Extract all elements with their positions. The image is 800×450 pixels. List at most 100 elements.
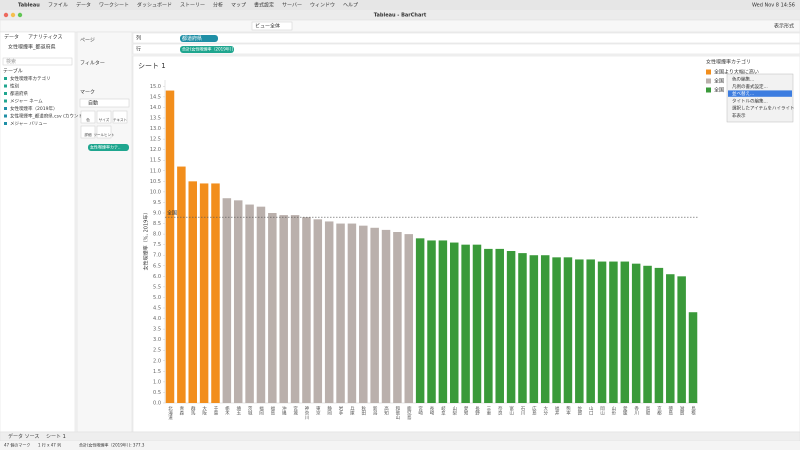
- field[interactable]: 都道府県: [10, 90, 28, 97]
- bar[interactable]: [427, 240, 436, 403]
- bar[interactable]: [438, 240, 448, 403]
- legend-swatch[interactable]: [706, 87, 711, 93]
- bar[interactable]: [404, 234, 414, 403]
- mark-button[interactable]: [96, 110, 112, 124]
- bar[interactable]: [393, 232, 402, 403]
- bar[interactable]: [268, 213, 277, 403]
- context-menu-item[interactable]: 色の編集...: [732, 76, 754, 83]
- context-menu-item[interactable]: 非表示: [732, 112, 746, 119]
- bar[interactable]: [279, 215, 288, 403]
- bar[interactable]: [359, 225, 368, 403]
- mark-button[interactable]: [96, 125, 112, 139]
- bar[interactable]: [381, 229, 391, 403]
- bar[interactable]: [484, 248, 493, 403]
- context-menu-item[interactable]: タイトルの編集...: [732, 97, 768, 104]
- bar[interactable]: [450, 242, 459, 403]
- bar[interactable]: [620, 261, 630, 403]
- menu-item[interactable]: ファイル: [48, 3, 68, 9]
- close-button[interactable]: [3, 12, 9, 18]
- bar[interactable]: [472, 244, 482, 403]
- bar[interactable]: [370, 227, 379, 403]
- context-menu-item[interactable]: 選択したアイテムをハイライト: [732, 105, 794, 112]
- bar[interactable]: [540, 255, 550, 403]
- bar[interactable]: [563, 257, 573, 403]
- menu-item[interactable]: ヘルプ: [343, 3, 358, 9]
- mark-button[interactable]: [112, 110, 128, 124]
- bar[interactable]: [177, 166, 186, 403]
- fit-select[interactable]: [251, 21, 293, 31]
- mark-button[interactable]: [80, 125, 96, 139]
- legend-label[interactable]: 全国より大幅に高い: [714, 69, 759, 76]
- bar[interactable]: [313, 219, 323, 403]
- field[interactable]: 性別: [10, 83, 19, 90]
- bar[interactable]: [575, 259, 584, 403]
- legend-label[interactable]: 全国: [714, 87, 724, 94]
- field[interactable]: 女性喫煙率（2019年）: [10, 105, 57, 112]
- app-menu[interactable]: Tableau: [18, 3, 40, 9]
- menu-item[interactable]: サーバー: [282, 3, 302, 9]
- bar[interactable]: [222, 198, 232, 403]
- pane-tab[interactable]: データ: [4, 34, 19, 41]
- menu-item[interactable]: ウィンドウ: [310, 2, 335, 9]
- minimize-button[interactable]: [10, 12, 16, 18]
- bar[interactable]: [529, 255, 539, 403]
- menu-item[interactable]: ワークシート: [99, 3, 129, 9]
- bar[interactable]: [211, 183, 220, 403]
- zoom-button[interactable]: [17, 12, 23, 18]
- field[interactable]: メジャー ネーム: [10, 99, 43, 105]
- bar[interactable]: [654, 267, 664, 403]
- menu-item[interactable]: 分析: [213, 2, 223, 9]
- bar[interactable]: [347, 223, 357, 403]
- columns-pill[interactable]: [180, 35, 218, 42]
- mark-button[interactable]: [80, 110, 96, 124]
- field[interactable]: 女性喫煙率カテゴリ: [10, 75, 51, 82]
- bar[interactable]: [165, 90, 175, 404]
- menu-item[interactable]: データ: [76, 2, 91, 9]
- bar[interactable]: [586, 259, 595, 403]
- sheet-tab[interactable]: データ ソース: [8, 433, 39, 440]
- columns-shelf[interactable]: [132, 32, 800, 44]
- sheet-tab[interactable]: シート 1: [46, 434, 66, 440]
- bar[interactable]: [495, 248, 504, 403]
- bar[interactable]: [188, 181, 197, 403]
- bar[interactable]: [256, 206, 266, 403]
- bar[interactable]: [245, 204, 254, 403]
- bar[interactable]: [199, 183, 209, 403]
- rows-pill[interactable]: [180, 46, 234, 53]
- legend-label[interactable]: 全国: [714, 78, 724, 85]
- bar[interactable]: [461, 244, 470, 403]
- menu-item[interactable]: 書式設定: [254, 2, 274, 9]
- bar[interactable]: [290, 215, 300, 403]
- bar[interactable]: [324, 221, 334, 403]
- mark-pill[interactable]: [88, 144, 129, 151]
- menu-item[interactable]: ストーリー: [180, 3, 205, 9]
- bar[interactable]: [666, 274, 675, 403]
- field[interactable]: 女性喫煙率_都道府県.csv (カウント): [10, 113, 85, 120]
- legend-swatch[interactable]: [706, 78, 711, 84]
- bar[interactable]: [677, 276, 686, 403]
- context-menu-item[interactable]: 凡例の書式設定...: [732, 83, 768, 90]
- menu-item[interactable]: マップ: [231, 3, 246, 9]
- bar[interactable]: [302, 217, 311, 403]
- bar[interactable]: [233, 200, 243, 403]
- bar[interactable]: [336, 223, 345, 403]
- bar[interactable]: [609, 261, 618, 403]
- legend-swatch[interactable]: [706, 69, 711, 75]
- show-me[interactable]: 表示形式: [774, 23, 794, 30]
- bar[interactable]: [415, 238, 425, 403]
- bar[interactable]: [643, 265, 652, 403]
- data-source[interactable]: 女性喫煙率_都道府県: [8, 44, 56, 51]
- menu-item[interactable]: ダッシュボード: [137, 2, 172, 9]
- context-menu-item[interactable]: 並べ替え...: [732, 90, 754, 97]
- field[interactable]: メジャー バリュー: [10, 121, 48, 127]
- bar[interactable]: [631, 263, 641, 403]
- bar[interactable]: [597, 261, 607, 403]
- pane-tab[interactable]: アナリティクス: [28, 35, 62, 41]
- bar[interactable]: [688, 312, 698, 403]
- bar[interactable]: [552, 257, 561, 403]
- bar[interactable]: [518, 253, 527, 403]
- mark-type-select[interactable]: [79, 98, 130, 108]
- bar[interactable]: [506, 251, 516, 403]
- search-box[interactable]: [2, 57, 73, 66]
- rows-shelf[interactable]: [132, 43, 800, 55]
